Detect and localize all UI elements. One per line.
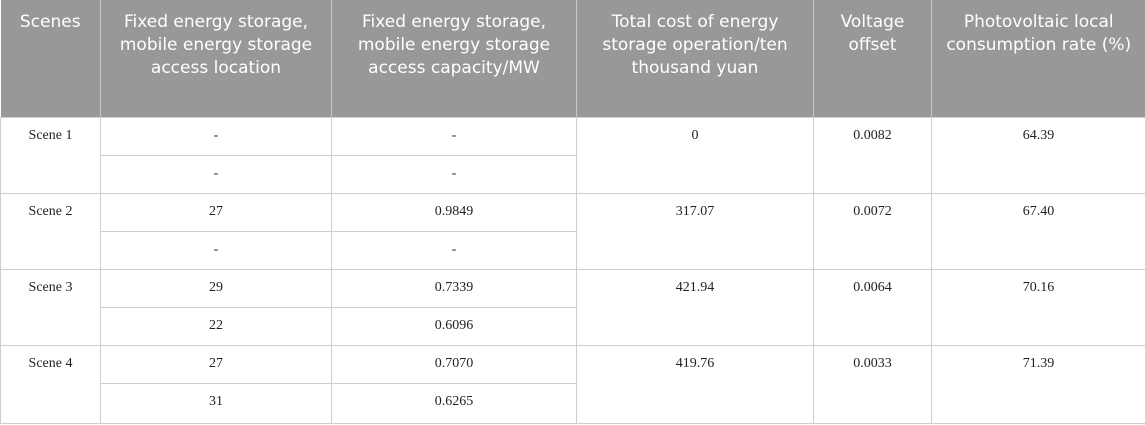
- table-row: Scene 4 27 0.7070 419.76 0.0033 71.39: [0, 344, 1145, 424]
- scene-name-cell: Scene 3: [0, 268, 101, 346]
- header-row: Scenes Fixed energy storage, mobile ener…: [0, 0, 1145, 117]
- cost-cell: 419.76: [576, 344, 814, 424]
- pv-rate-cell: 67.40: [931, 192, 1145, 270]
- table-row: Scene 1 - - 0 0.0082 64.39: [0, 116, 1145, 194]
- table-row: Scene 2 27 0.9849 317.07 0.0072 67.40: [0, 192, 1145, 270]
- capacity-cell: 0.9849: [331, 192, 577, 232]
- pv-rate-cell: 64.39: [931, 116, 1145, 194]
- pv-rate-cell: 71.39: [931, 344, 1145, 424]
- header-access-capacity: Fixed energy storage, mobile energy stor…: [331, 0, 577, 117]
- scene-name-cell: Scene 1: [0, 116, 101, 194]
- header-pv-consumption-rate: Photovoltaic local consumption rate (%): [931, 0, 1145, 117]
- capacity-cell: -: [331, 230, 577, 270]
- voltage-offset-cell: 0.0082: [813, 116, 932, 194]
- cost-cell: 421.94: [576, 268, 814, 346]
- location-cell: 22: [100, 306, 332, 346]
- header-access-location: Fixed energy storage, mobile energy stor…: [100, 0, 332, 117]
- cost-cell: 0: [576, 116, 814, 194]
- capacity-cell: 0.6265: [331, 382, 577, 424]
- scene-name-cell: Scene 4: [0, 344, 101, 424]
- voltage-offset-cell: 0.0033: [813, 344, 932, 424]
- header-voltage-offset: Voltage offset: [813, 0, 932, 117]
- capacity-cell: 0.7339: [331, 268, 577, 308]
- capacity-cell: 0.7070: [331, 344, 577, 384]
- capacity-cell: -: [331, 116, 577, 156]
- pv-rate-cell: 70.16: [931, 268, 1145, 346]
- location-cell: -: [100, 230, 332, 270]
- table-row: - -: [1, 154, 1145, 194]
- header-scenes: Scenes: [0, 0, 101, 117]
- location-cell: -: [100, 116, 332, 156]
- scene-name-cell: Scene 2: [0, 192, 101, 270]
- header-total-cost: Total cost of energy storage operation/t…: [576, 0, 814, 117]
- cost-cell: 317.07: [576, 192, 814, 270]
- table-header: Scenes Fixed energy storage, mobile ener…: [0, 0, 1145, 117]
- location-cell: 27: [100, 344, 332, 384]
- table-row: Scene 3 29 0.7339 421.94 0.0064 70.16: [0, 268, 1145, 346]
- location-cell: 27: [100, 192, 332, 232]
- location-cell: 31: [100, 382, 332, 424]
- capacity-cell: 0.6096: [331, 306, 577, 346]
- location-cell: 29: [100, 268, 332, 308]
- table-body: Scene 1 - - 0 0.0082 64.39 - - Scene 2 2…: [0, 116, 1145, 424]
- table-row: 22 0.6096: [1, 306, 1145, 346]
- voltage-offset-cell: 0.0064: [813, 268, 932, 346]
- voltage-offset-cell: 0.0072: [813, 192, 932, 270]
- table-row: 31 0.6265: [1, 382, 1145, 424]
- location-cell: -: [100, 154, 332, 194]
- capacity-cell: -: [331, 154, 577, 194]
